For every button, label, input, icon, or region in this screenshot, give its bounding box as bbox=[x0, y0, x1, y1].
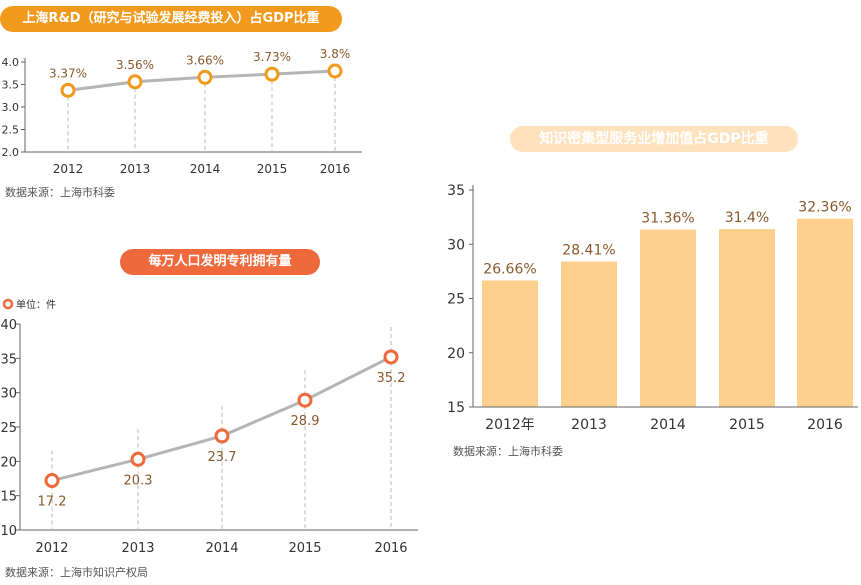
chart2-value-label: 17.2 bbox=[38, 495, 67, 510]
chart1-point bbox=[264, 66, 280, 82]
chart1-value-label: 3.8% bbox=[320, 47, 351, 61]
chart2-point bbox=[130, 451, 146, 467]
chart2-unit-label: 单位：件 bbox=[16, 298, 56, 311]
chart1-x-tick-label: 2012 bbox=[53, 162, 84, 176]
chart1-source: 数据来源：上海市科委 bbox=[5, 186, 115, 199]
chart1-y-tick-label: 2.0 bbox=[2, 146, 20, 159]
chart1-y-tick-label: 3.5 bbox=[2, 79, 20, 92]
chart1-value-label: 3.56% bbox=[116, 58, 154, 72]
chart3-value-label: 31.36% bbox=[641, 210, 694, 226]
chart2-y-tick-label: 40 bbox=[0, 318, 17, 333]
chart3-bar bbox=[640, 229, 696, 407]
chart3-title: 知识密集型服务业增加值占GDP比重 bbox=[510, 126, 798, 152]
chart2-y-tick-label: 10 bbox=[0, 524, 17, 539]
chart2-x-tick-label: 2014 bbox=[205, 541, 238, 556]
chart3-bar bbox=[719, 229, 775, 407]
chart2-x-tick-label: 2016 bbox=[374, 541, 407, 556]
chart2-point bbox=[383, 349, 399, 365]
chart1-title: 上海R&D（研究与试验发展经费投入）占GDP比重 bbox=[0, 6, 342, 32]
chart3-bar bbox=[561, 261, 617, 407]
chart3-y-tick-label: 20 bbox=[447, 346, 465, 362]
chart3-value-label: 31.4% bbox=[725, 210, 769, 226]
chart3-y-tick-label: 35 bbox=[447, 183, 465, 199]
chart1-value-label: 3.37% bbox=[49, 66, 87, 80]
chart2-unit-marker bbox=[2, 298, 14, 310]
chart1-x-tick-label: 2016 bbox=[320, 162, 351, 176]
chart1-point bbox=[127, 74, 143, 90]
chart2-point bbox=[44, 473, 60, 489]
chart2-value-label: 20.3 bbox=[124, 473, 153, 488]
chart3-bar bbox=[797, 218, 853, 407]
chart1-point bbox=[60, 82, 76, 98]
chart1-value-label: 3.66% bbox=[186, 53, 224, 67]
chart2-title: 每万人口发明专利拥有量 bbox=[120, 249, 320, 275]
chart2-x-tick-label: 2015 bbox=[288, 541, 321, 556]
chart3-y-tick-label: 25 bbox=[447, 292, 465, 308]
chart2-source: 数据来源：上海市知识产权局 bbox=[5, 566, 148, 579]
chart3-y-tick-label: 30 bbox=[447, 237, 465, 253]
chart1-x-tick-label: 2015 bbox=[257, 162, 288, 176]
chart1-y-tick-label: 3.0 bbox=[2, 101, 20, 114]
chart2-y-tick-label: 30 bbox=[0, 387, 17, 402]
chart3-x-tick-label: 2013 bbox=[571, 417, 607, 433]
chart3-bar bbox=[482, 280, 538, 407]
chart2-x-tick-label: 2012 bbox=[35, 541, 68, 556]
chart3-x-tick-label: 2014 bbox=[650, 417, 686, 433]
chart2-x-tick-label: 2013 bbox=[121, 541, 154, 556]
chart1-x-tick-label: 2014 bbox=[190, 162, 221, 176]
chart2-y-tick-label: 20 bbox=[0, 455, 17, 470]
chart2-value-label: 28.9 bbox=[291, 414, 320, 429]
chart1-value-label: 3.73% bbox=[253, 50, 291, 64]
chart3-value-label: 28.41% bbox=[562, 243, 615, 259]
chart3-value-label: 26.66% bbox=[483, 261, 536, 277]
chart2-point bbox=[297, 392, 313, 408]
chart2-point bbox=[214, 428, 230, 444]
chart2-y-tick-label: 15 bbox=[0, 490, 17, 505]
chart2-y-tick-label: 25 bbox=[0, 421, 17, 436]
chart3-x-tick-label: 2012年 bbox=[485, 417, 535, 433]
chart2-value-label: 23.7 bbox=[208, 450, 237, 465]
chart3-value-label: 32.36% bbox=[798, 200, 851, 216]
chart1-y-tick-label: 2.5 bbox=[2, 124, 20, 137]
chart3-y-tick-label: 15 bbox=[447, 400, 465, 416]
chart3-x-tick-label: 2016 bbox=[807, 417, 843, 433]
chart3-x-tick-label: 2015 bbox=[729, 417, 765, 433]
chart1-point bbox=[197, 69, 213, 85]
chart2-y-tick-label: 35 bbox=[0, 352, 17, 367]
chart2-value-label: 35.2 bbox=[377, 371, 406, 386]
chart1-x-tick-label: 2013 bbox=[120, 162, 151, 176]
chart1-y-tick-label: 4.0 bbox=[2, 56, 20, 69]
chart1-point bbox=[327, 63, 343, 79]
chart3-source: 数据来源：上海市科委 bbox=[453, 445, 563, 458]
